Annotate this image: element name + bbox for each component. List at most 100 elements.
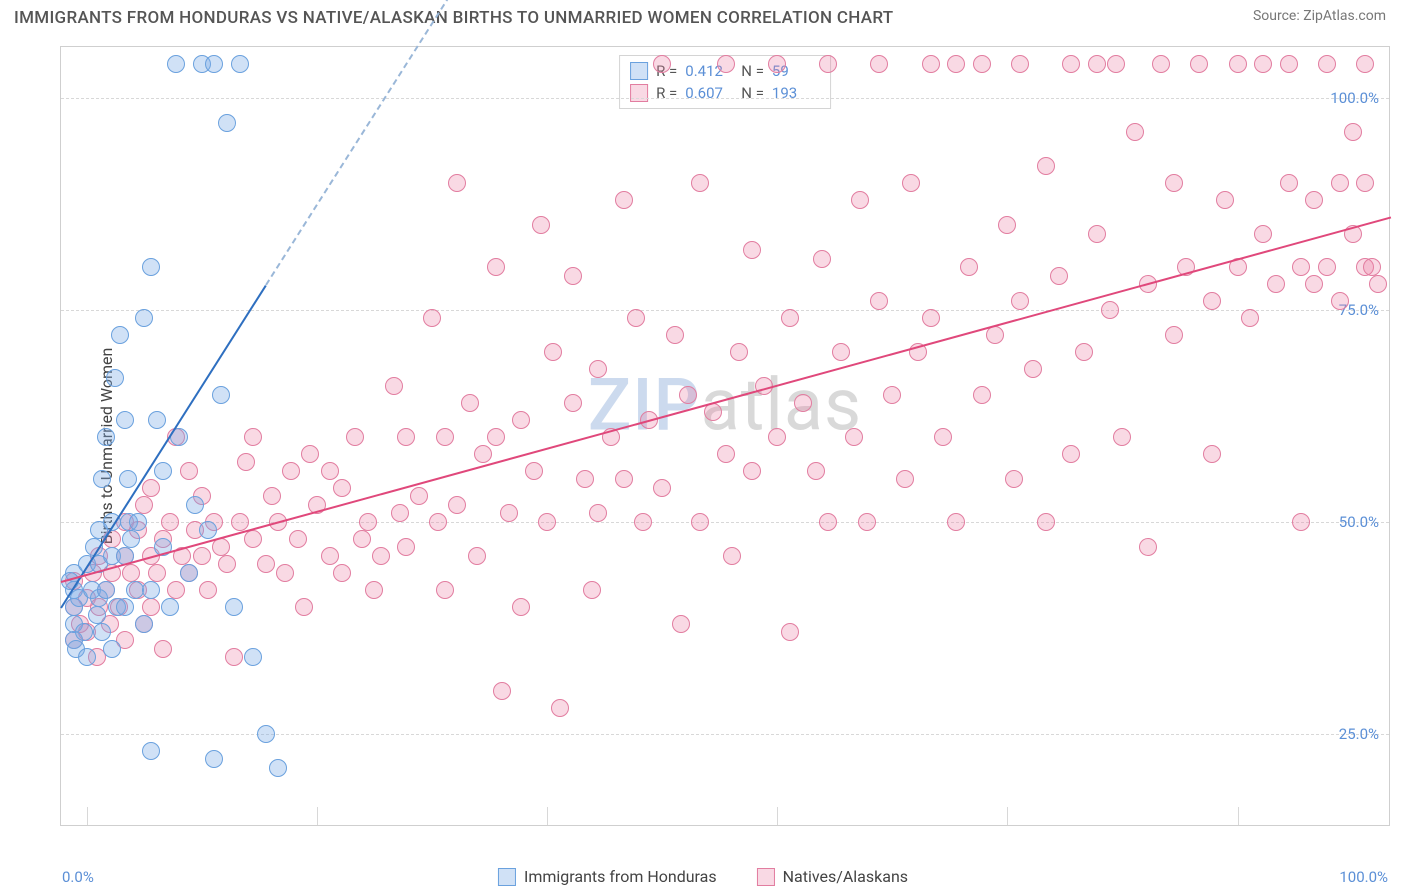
data-point — [231, 513, 249, 531]
data-point — [142, 742, 160, 760]
data-point — [807, 462, 825, 480]
data-point — [1190, 55, 1208, 73]
data-point — [468, 547, 486, 565]
data-point — [97, 581, 115, 599]
watermark: ZIPatlas — [588, 362, 862, 447]
x-tick — [317, 807, 318, 825]
data-point — [161, 598, 179, 616]
data-point — [1318, 55, 1336, 73]
data-point — [167, 55, 185, 73]
data-point — [672, 615, 690, 633]
data-point — [205, 750, 223, 768]
data-point — [743, 241, 761, 259]
gridline — [61, 522, 1389, 523]
data-point — [461, 394, 479, 412]
data-point — [88, 606, 106, 624]
data-point — [922, 309, 940, 327]
data-point — [870, 55, 888, 73]
data-point — [410, 487, 428, 505]
data-point — [883, 386, 901, 404]
data-point — [723, 547, 741, 565]
data-point — [934, 428, 952, 446]
data-point — [257, 555, 275, 573]
data-point — [1318, 258, 1336, 276]
data-point — [301, 445, 319, 463]
data-point — [237, 453, 255, 471]
legend-swatch — [757, 868, 775, 886]
data-point — [781, 309, 799, 327]
data-point — [244, 648, 262, 666]
data-point — [75, 623, 93, 641]
data-point — [691, 174, 709, 192]
trend-line-extrapolated — [265, 0, 471, 286]
data-point — [135, 309, 153, 327]
data-point — [148, 411, 166, 429]
data-point — [321, 462, 339, 480]
data-point — [218, 555, 236, 573]
data-point — [1331, 174, 1349, 192]
data-point — [1241, 309, 1259, 327]
data-point — [512, 411, 530, 429]
legend-item: Natives/Alaskans — [757, 867, 908, 886]
data-point — [922, 55, 940, 73]
data-point — [794, 394, 812, 412]
data-point — [858, 513, 876, 531]
data-point — [205, 55, 223, 73]
plot-wrapper: ZIPatlas R =0.412N =59R =0.607N =193 25.… — [60, 46, 1390, 826]
data-point — [691, 513, 709, 531]
data-point — [583, 581, 601, 599]
data-point — [1203, 292, 1221, 310]
y-tick-label: 50.0% — [1339, 513, 1379, 531]
legend-item: Immigrants from Honduras — [498, 867, 717, 886]
y-tick-label: 100.0% — [1330, 89, 1379, 107]
data-point — [436, 581, 454, 599]
data-point — [154, 462, 172, 480]
data-point — [122, 564, 140, 582]
data-point — [1280, 174, 1298, 192]
series-legend: Immigrants from Honduras Natives/Alaskans — [498, 867, 908, 886]
data-point — [564, 267, 582, 285]
data-point — [1075, 343, 1093, 361]
y-tick-label: 25.0% — [1339, 725, 1379, 743]
data-point — [106, 369, 124, 387]
data-point — [493, 682, 511, 700]
data-point — [1254, 225, 1272, 243]
gridline — [61, 310, 1389, 311]
legend-swatch — [498, 868, 516, 886]
data-point — [634, 513, 652, 531]
data-point — [474, 445, 492, 463]
data-point — [615, 191, 633, 209]
data-point — [717, 55, 735, 73]
data-point — [135, 615, 153, 633]
x-tick — [87, 807, 88, 825]
data-point — [627, 309, 645, 327]
data-point — [1011, 292, 1029, 310]
data-point — [896, 470, 914, 488]
data-point — [1050, 267, 1068, 285]
data-point — [1011, 55, 1029, 73]
data-point — [448, 496, 466, 514]
data-point — [135, 496, 153, 514]
data-point — [1267, 275, 1285, 293]
data-point — [365, 581, 383, 599]
data-point — [1280, 55, 1298, 73]
data-point — [679, 386, 697, 404]
data-point — [653, 479, 671, 497]
data-point — [180, 564, 198, 582]
data-point — [487, 428, 505, 446]
data-point — [225, 648, 243, 666]
source-attribution: Source: ZipAtlas.com — [1253, 8, 1386, 24]
data-point — [372, 547, 390, 565]
data-point — [1165, 326, 1183, 344]
data-point — [845, 428, 863, 446]
header: IMMIGRANTS FROM HONDURAS VS NATIVE/ALASK… — [0, 0, 1406, 32]
data-point — [947, 513, 965, 531]
data-point — [512, 598, 530, 616]
data-point — [142, 258, 160, 276]
data-point — [1356, 55, 1374, 73]
data-point — [615, 470, 633, 488]
data-point — [142, 598, 160, 616]
data-point — [199, 581, 217, 599]
data-point — [730, 343, 748, 361]
data-point — [1292, 513, 1310, 531]
